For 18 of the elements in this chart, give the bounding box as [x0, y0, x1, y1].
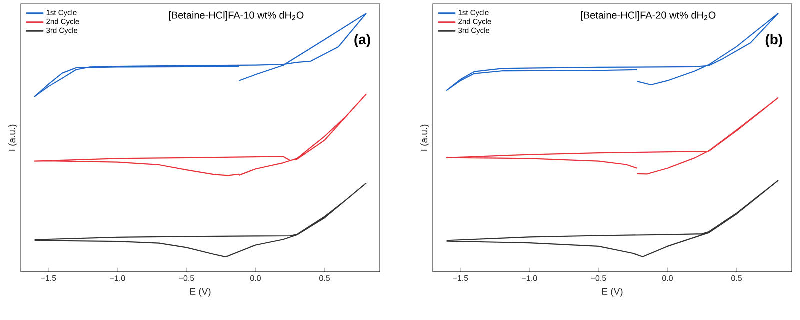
x-tick-label: −0.5 — [179, 276, 194, 282]
chart-title: [Betaine-HCl]FA-10 wt% dH$_{2}$O — [169, 12, 304, 21]
x-tick-label: 0.5 — [320, 276, 330, 282]
x-tick-label: −1.0 — [522, 276, 538, 282]
x-tick-label: 0.0 — [250, 276, 261, 282]
x-tick-label: 0.5 — [732, 276, 742, 282]
x-axis-title: E (V) — [602, 288, 623, 297]
x-tick-label: −1.5 — [453, 276, 468, 282]
y-axis-title: I (a.u.) — [420, 124, 430, 151]
x-tick-label: 0.0 — [662, 276, 673, 282]
x-tick-label: −0.5 — [591, 276, 606, 282]
annotation: (b) — [766, 34, 782, 48]
x-axis-title: E (V) — [190, 288, 211, 297]
x-tick-label: −1.0 — [110, 276, 126, 282]
y-axis-title: I (a.u.) — [8, 124, 18, 151]
x-tick-label: −1.5 — [41, 276, 56, 282]
annotation: (a) — [354, 34, 370, 48]
chart-title: [Betaine-HCl]FA-20 wt% dH$_{2}$O — [581, 12, 716, 21]
